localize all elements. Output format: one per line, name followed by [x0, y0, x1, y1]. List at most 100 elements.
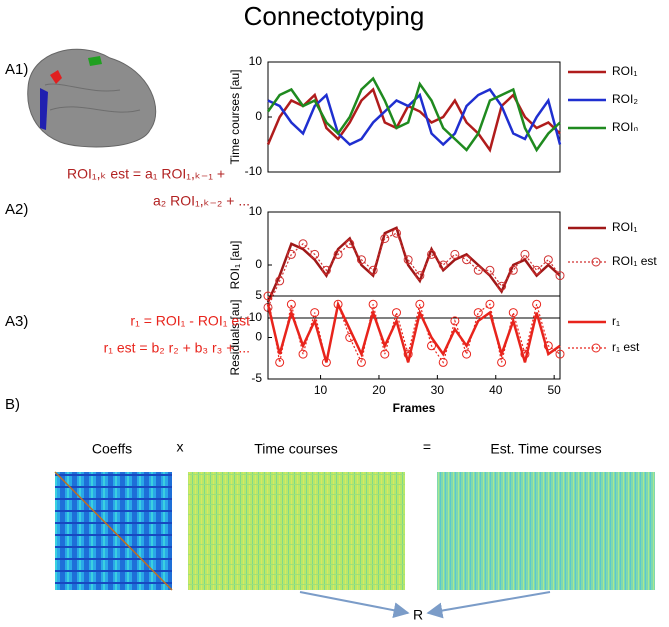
marker — [543, 255, 553, 265]
marker — [543, 341, 553, 351]
heatmap-title: Time courses — [254, 441, 338, 457]
marker — [356, 255, 366, 265]
marker — [532, 265, 542, 275]
x-tick-label: 50 — [547, 383, 561, 397]
formula: a₂ ROI₁,ₖ₋₂ + ... — [153, 193, 250, 209]
marker — [298, 239, 308, 249]
operator: = — [423, 439, 431, 455]
heatmap-title: Coeffs — [92, 441, 132, 457]
heatmap-title: Est. Time courses — [490, 441, 601, 457]
title: Connectotyping — [244, 1, 425, 31]
marker — [427, 249, 437, 259]
marker — [450, 249, 460, 259]
arrow — [426, 591, 551, 619]
marker — [321, 265, 331, 275]
panel-label: B) — [5, 396, 20, 413]
marker — [497, 357, 507, 367]
marker — [438, 260, 448, 270]
marker — [380, 349, 390, 359]
heatmap — [437, 472, 655, 590]
y-tick-label: 0 — [255, 109, 262, 123]
marker — [333, 299, 343, 309]
panel-label: A2) — [5, 201, 28, 218]
x-tick-label: 40 — [489, 383, 503, 397]
series-line — [266, 76, 561, 153]
brain — [27, 48, 157, 148]
diagonal — [54, 471, 173, 591]
y-tick-label: -10 — [245, 164, 263, 178]
x-tick-label: 10 — [314, 383, 328, 397]
marker — [310, 308, 320, 318]
y-axis-label: ROI₁ [au] — [228, 241, 242, 290]
legend-label: ROI₁ est — [612, 254, 657, 268]
result: R — [413, 607, 423, 623]
formula: ROI₁,ₖ est = a₁ ROI₁,ₖ₋₁ + — [67, 166, 225, 182]
y-tick-label: 0 — [255, 330, 262, 344]
y-tick-label: -5 — [251, 371, 262, 385]
legend-label: ROI₁ — [612, 64, 637, 78]
arrow — [299, 591, 410, 619]
marker — [403, 255, 413, 265]
y-axis-label: Time courses [au] — [228, 70, 242, 165]
marker — [473, 265, 483, 275]
heatmap — [188, 472, 405, 590]
marker — [508, 265, 518, 275]
marker — [310, 249, 320, 259]
marker — [532, 299, 542, 309]
marker — [462, 255, 472, 265]
marker — [275, 357, 285, 367]
marker — [485, 265, 495, 275]
marker — [508, 308, 518, 318]
marker — [520, 249, 530, 259]
series-line — [267, 295, 561, 365]
formula: r₁ = ROI₁ - ROI₁ est — [130, 313, 250, 329]
marker — [415, 271, 425, 281]
marker — [286, 249, 296, 259]
marker — [286, 299, 296, 309]
marker — [333, 249, 343, 259]
legend-marker — [591, 343, 601, 353]
marker — [275, 276, 285, 286]
series-line — [266, 87, 561, 153]
series-line — [267, 232, 561, 308]
legend-label: ROI₁ — [612, 220, 637, 234]
panel-label: A3) — [5, 313, 28, 330]
marker — [427, 341, 437, 351]
plot-frame — [267, 61, 561, 173]
marker — [356, 357, 366, 367]
marker — [555, 349, 565, 359]
x-axis-label: Frames — [393, 401, 436, 415]
marker — [345, 239, 355, 249]
series-line — [266, 226, 561, 303]
x-tick-label: 30 — [431, 383, 445, 397]
marker — [555, 271, 565, 281]
panel-label: A1) — [5, 61, 28, 78]
legend-label: r₁ — [612, 314, 620, 328]
legend-label: ROI₂ — [612, 92, 638, 106]
marker — [263, 291, 273, 301]
marker — [403, 349, 413, 359]
marker — [520, 349, 530, 359]
formula: r₁ est = b₂ r₂ + b₃ r₃ + ... — [104, 340, 250, 356]
marker — [321, 357, 331, 367]
legend-label: r₁ est — [612, 340, 640, 354]
marker — [462, 349, 472, 359]
operator: x — [177, 439, 184, 455]
marker — [345, 333, 355, 342]
x-tick-label: 20 — [372, 383, 386, 397]
y-tick-label: -10 — [245, 310, 263, 324]
marker — [368, 299, 378, 309]
y-tick-label: 10 — [249, 204, 263, 218]
marker — [450, 316, 460, 326]
y-tick-label: 10 — [249, 54, 263, 68]
marker — [391, 308, 401, 318]
marker — [415, 299, 425, 309]
marker — [438, 357, 448, 367]
marker — [380, 234, 390, 243]
legend-label: ROIₙ — [612, 120, 638, 134]
marker — [497, 281, 507, 291]
y-axis-label: Residuals [au] — [228, 299, 242, 375]
marker — [298, 349, 308, 359]
marker — [391, 228, 401, 238]
